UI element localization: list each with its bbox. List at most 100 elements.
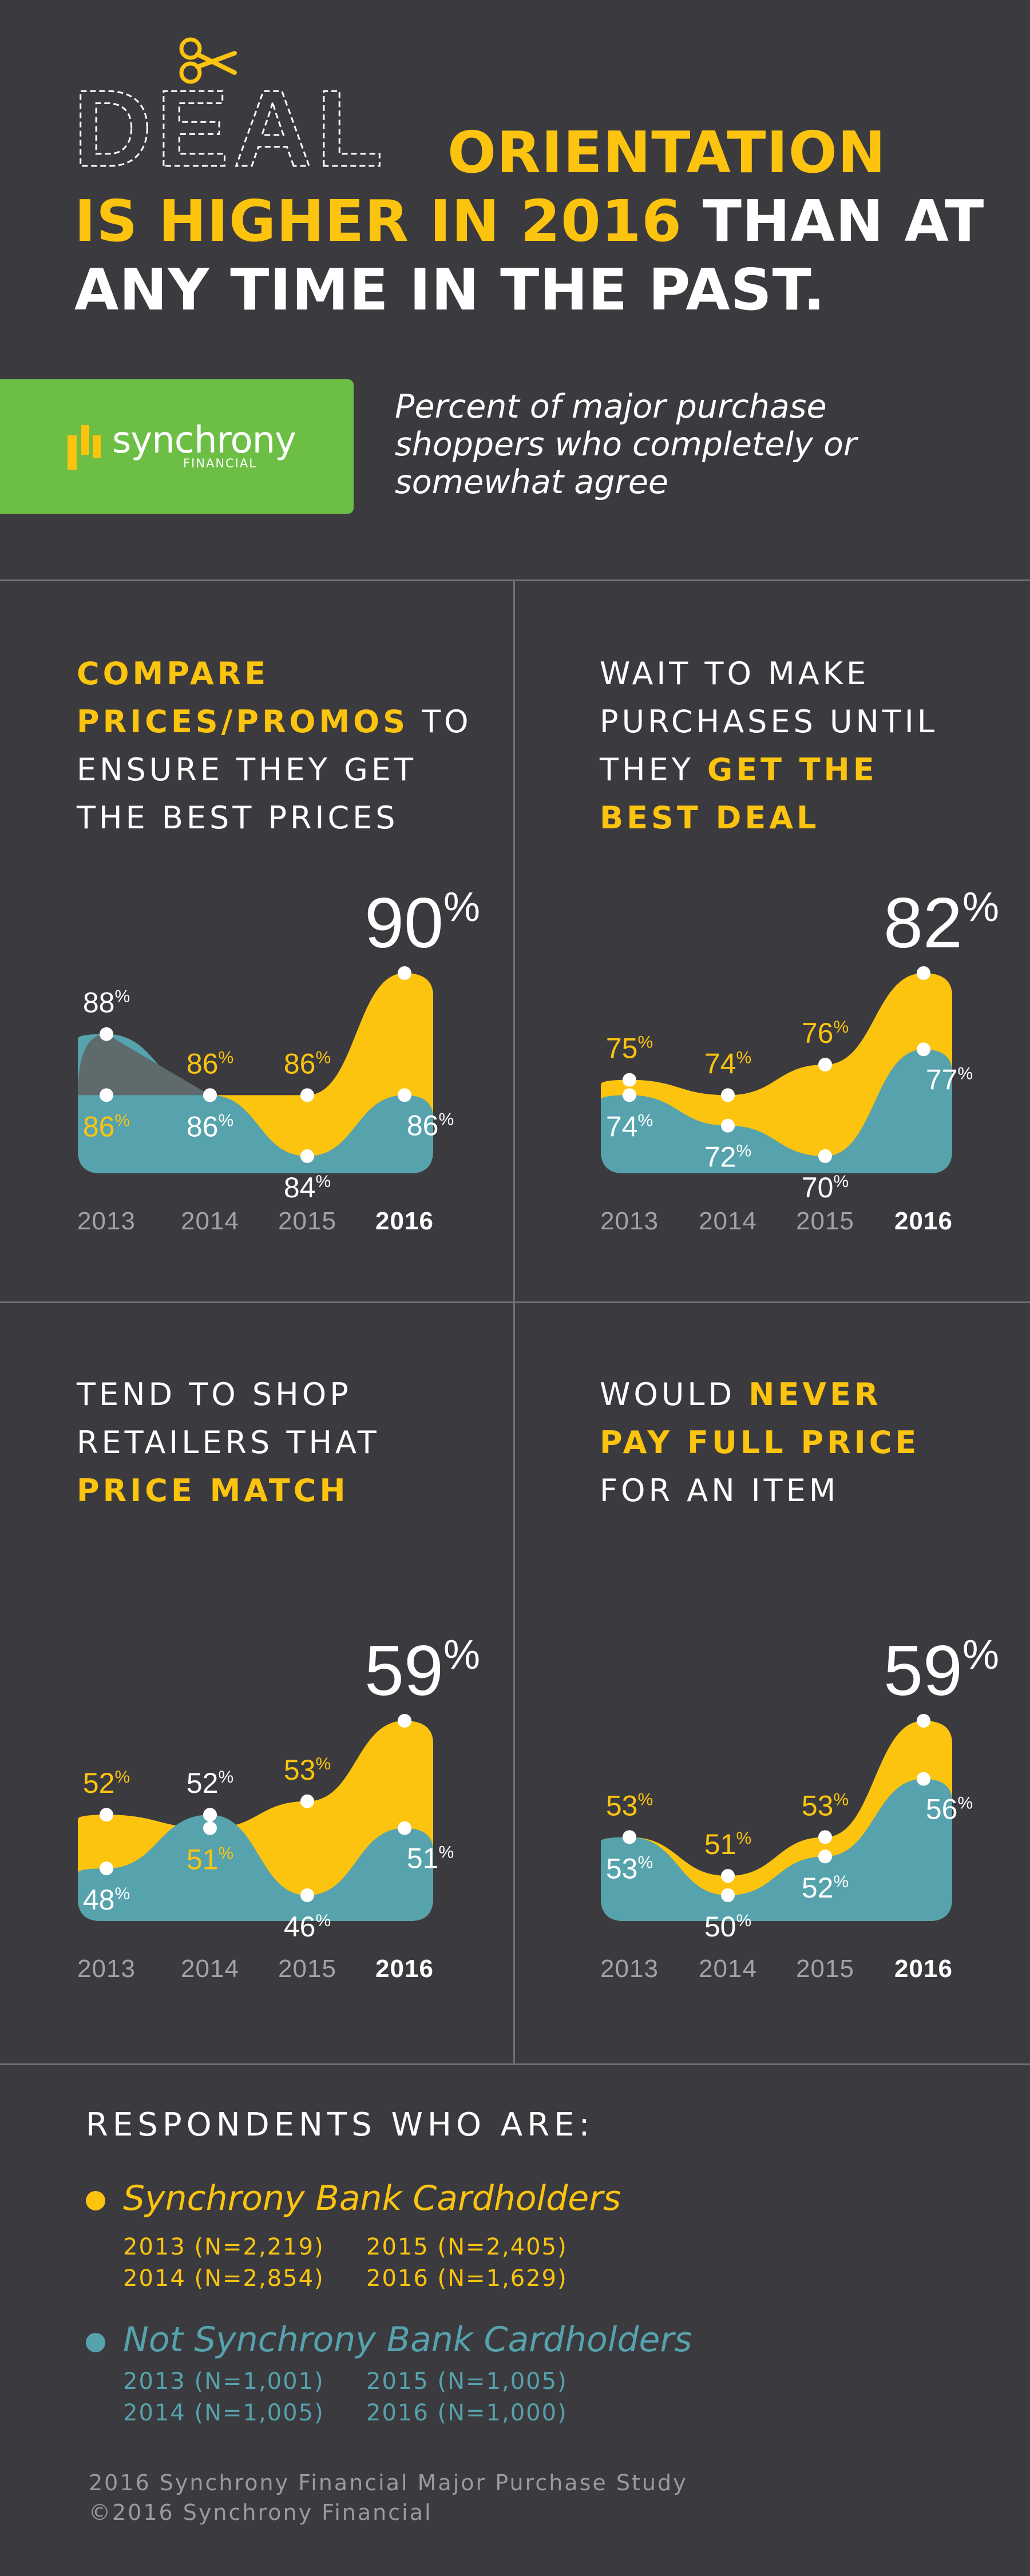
panel-title-text: TEND TO SHOP — [77, 1376, 352, 1412]
panel-title: COMPARE PRICES/PROMOS TO ENSURE THEY GET TH… — [77, 650, 472, 842]
x-tick-label-2013: 2013 — [77, 1955, 136, 1983]
x-tick-label-2014: 2014 — [181, 1207, 239, 1235]
data-point-synchrony — [917, 966, 930, 980]
legend-n-synchrony-2014: 2014 (N=2,854) — [123, 2265, 324, 2292]
x-tick-label-2016: 2016 — [375, 1207, 434, 1235]
x-tick-label-2014: 2014 — [699, 1955, 757, 1983]
data-point-synchrony — [917, 1714, 930, 1728]
data-point-not-synchrony — [917, 1772, 930, 1786]
highlight-unit: % — [443, 1632, 480, 1678]
data-label-synchrony: 51% — [704, 1828, 751, 1860]
highlight-value-2016: 59% — [884, 1632, 999, 1710]
data-point-not-synchrony — [300, 1888, 314, 1902]
data-label-not-synchrony: 52% — [802, 1872, 849, 1904]
x-tick-label-2016: 2016 — [894, 1207, 953, 1235]
logo-wordmark: synchrony — [112, 419, 296, 462]
deal-outline-word: DEAL — [73, 68, 439, 190]
data-point-synchrony — [398, 966, 411, 980]
panel-title-highlight: PRICES/PROMOS — [77, 704, 409, 740]
footer-study: 2016 Synchrony Financial Major Purchase … — [89, 2470, 688, 2495]
synchrony-logo: synchrony FINANCIAL — [0, 379, 354, 514]
divider-vertical — [513, 579, 515, 2065]
panel-title-line: FOR AN ITEM — [600, 1467, 920, 1515]
panel-title-line: THEY GET THE — [600, 746, 938, 794]
data-point-not-synchrony — [398, 1821, 411, 1835]
data-label-synchrony: 53% — [284, 1754, 331, 1786]
data-label-not-synchrony: 77% — [926, 1063, 973, 1096]
data-point-not-synchrony — [623, 1830, 636, 1844]
panel-title-highlight: PAY FULL PRICE — [600, 1424, 920, 1460]
data-label-synchrony: 75% — [606, 1033, 653, 1065]
x-tick-label-2015: 2015 — [278, 1955, 336, 1983]
data-label-synchrony: 53% — [802, 1789, 849, 1821]
panel-title-highlight: NEVER — [748, 1376, 882, 1412]
data-label-synchrony: 74% — [704, 1047, 751, 1079]
highlight-unit: % — [962, 1632, 999, 1678]
x-tick-label-2013: 2013 — [600, 1207, 659, 1235]
panel-title-text: TO — [408, 704, 472, 740]
panel-title: WOULD NEVER PAY FULL PRICE FOR AN ITEM — [600, 1371, 920, 1515]
data-label-not-synchrony: 70% — [802, 1172, 849, 1204]
data-point-synchrony — [721, 1869, 735, 1883]
data-label-synchrony: 52% — [83, 1767, 130, 1799]
panel-compare-prices: COMPARE PRICES/PROMOS TO ENSURE THEY GET TH… — [0, 581, 513, 1301]
logo-subtext: FINANCIAL — [183, 457, 257, 470]
subtitle: Percent of major purchase shoppers who c… — [395, 388, 1013, 501]
headline-line3: ANY TIME IN THE PAST. — [74, 256, 826, 323]
data-label-synchrony: 53% — [606, 1789, 653, 1821]
panel-title-line: WOULD NEVER — [600, 1371, 920, 1419]
x-tick-label-2016: 2016 — [894, 1955, 953, 1983]
data-point-not-synchrony — [203, 1088, 217, 1102]
subtitle-line: shoppers who completely or — [395, 426, 857, 463]
legend-title: RESPONDENTS WHO ARE: — [86, 2106, 595, 2144]
x-tick-label-2015: 2015 — [796, 1955, 854, 1983]
highlight-value-2016: 82% — [884, 884, 999, 963]
series-overlap-area — [78, 1034, 210, 1096]
area-chart: 75%74%74%72%76%70%77%82%2013 2014 2015 2016 — [600, 884, 999, 1235]
x-tick-label-2016: 2016 — [375, 1955, 434, 1983]
data-label-not-synchrony: 50% — [704, 1911, 751, 1943]
panel-title-text: ENSURE THEY GET — [77, 752, 417, 788]
headline-orientation: ORIENTATION — [447, 119, 886, 186]
data-label-synchrony: 76% — [802, 1017, 849, 1049]
data-point-not-synchrony — [917, 1042, 930, 1057]
panel-wait-for-deal: WAIT TO MAKE PURCHASES UNTIL THEY GET THE B… — [515, 581, 1030, 1301]
panel-title-text: WOULD — [600, 1376, 749, 1412]
divider-middle — [0, 1301, 1030, 1303]
legend-n-synchrony-2013: 2013 (N=2,219) — [123, 2234, 324, 2260]
headline-line2-yellow: IS HIGHER IN 2016 — [74, 188, 682, 255]
panel-title-line: TEND TO SHOP — [77, 1371, 380, 1419]
legend-dot-not-synchrony — [86, 2333, 105, 2352]
data-point-synchrony — [300, 1794, 314, 1808]
data-label-not-synchrony: 52% — [187, 1767, 233, 1799]
data-point-not-synchrony — [398, 1088, 411, 1102]
legend-name-synchrony: Synchrony Bank Cardholders — [123, 2178, 621, 2218]
panel-title: TEND TO SHOP RETAILERS THAT PRICE MATCH — [77, 1371, 380, 1515]
highlight-value-2016: 59% — [365, 1632, 480, 1710]
series-area-not-synchrony — [601, 1049, 952, 1173]
panel-title-highlight: BEST DEAL — [600, 800, 820, 836]
panel-title-line: THE BEST PRICES — [77, 794, 472, 842]
data-point-not-synchrony — [300, 1149, 314, 1163]
panel-title-line: PAY FULL PRICE — [600, 1419, 920, 1467]
panel-title-highlight: GET THE — [707, 752, 878, 788]
data-point-not-synchrony — [100, 1027, 113, 1041]
series-area-not-synchrony — [78, 1815, 433, 1921]
subtitle-line: Percent of major purchase — [395, 388, 827, 426]
data-point-not-synchrony — [623, 1088, 636, 1102]
legend-n-not-synchrony-2016: 2016 (N=1,000) — [366, 2400, 568, 2426]
data-point-synchrony — [100, 1088, 113, 1102]
data-label-not-synchrony: 56% — [926, 1793, 973, 1825]
panel-title-text: PURCHASES UNTIL — [600, 704, 938, 740]
headline-line2-white: THAN AT — [702, 188, 985, 255]
panel-title-text: THEY — [600, 752, 707, 788]
panel-title-line: WAIT TO MAKE — [600, 650, 938, 698]
data-label-synchrony: 86% — [187, 1047, 233, 1079]
divider-top — [0, 579, 1030, 581]
data-point-synchrony — [721, 1088, 735, 1102]
panel-title-text: THE BEST PRICES — [77, 800, 399, 836]
panel-title-highlight: PRICE MATCH — [77, 1472, 349, 1509]
data-point-not-synchrony — [818, 1849, 832, 1864]
data-label-not-synchrony: 74% — [606, 1110, 653, 1142]
panel-title-line: ENSURE THEY GET — [77, 746, 472, 794]
